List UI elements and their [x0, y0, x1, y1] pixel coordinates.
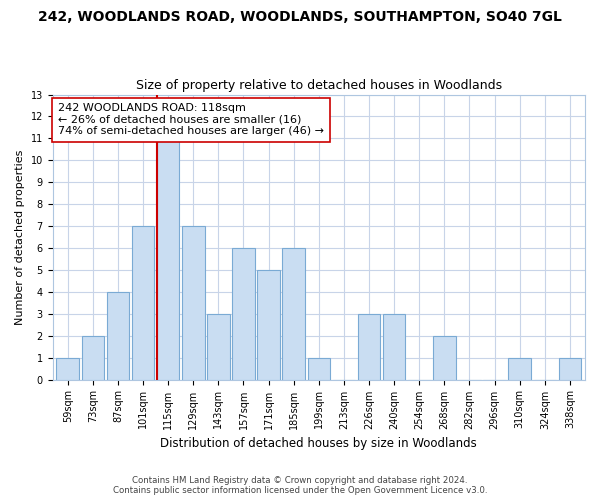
Title: Size of property relative to detached houses in Woodlands: Size of property relative to detached ho… — [136, 79, 502, 92]
Bar — [107, 292, 129, 380]
Bar — [157, 138, 179, 380]
Bar — [283, 248, 305, 380]
Bar — [559, 358, 581, 380]
Bar — [433, 336, 455, 380]
Bar — [308, 358, 330, 380]
Bar — [182, 226, 205, 380]
Bar — [358, 314, 380, 380]
X-axis label: Distribution of detached houses by size in Woodlands: Distribution of detached houses by size … — [160, 437, 477, 450]
Bar — [383, 314, 406, 380]
Text: 242 WOODLANDS ROAD: 118sqm
← 26% of detached houses are smaller (16)
74% of semi: 242 WOODLANDS ROAD: 118sqm ← 26% of deta… — [58, 103, 324, 136]
Bar — [132, 226, 154, 380]
Text: Contains HM Land Registry data © Crown copyright and database right 2024.
Contai: Contains HM Land Registry data © Crown c… — [113, 476, 487, 495]
Y-axis label: Number of detached properties: Number of detached properties — [15, 150, 25, 325]
Bar — [207, 314, 230, 380]
Bar — [508, 358, 531, 380]
Bar — [82, 336, 104, 380]
Bar — [56, 358, 79, 380]
Bar — [232, 248, 255, 380]
Bar — [257, 270, 280, 380]
Text: 242, WOODLANDS ROAD, WOODLANDS, SOUTHAMPTON, SO40 7GL: 242, WOODLANDS ROAD, WOODLANDS, SOUTHAMP… — [38, 10, 562, 24]
